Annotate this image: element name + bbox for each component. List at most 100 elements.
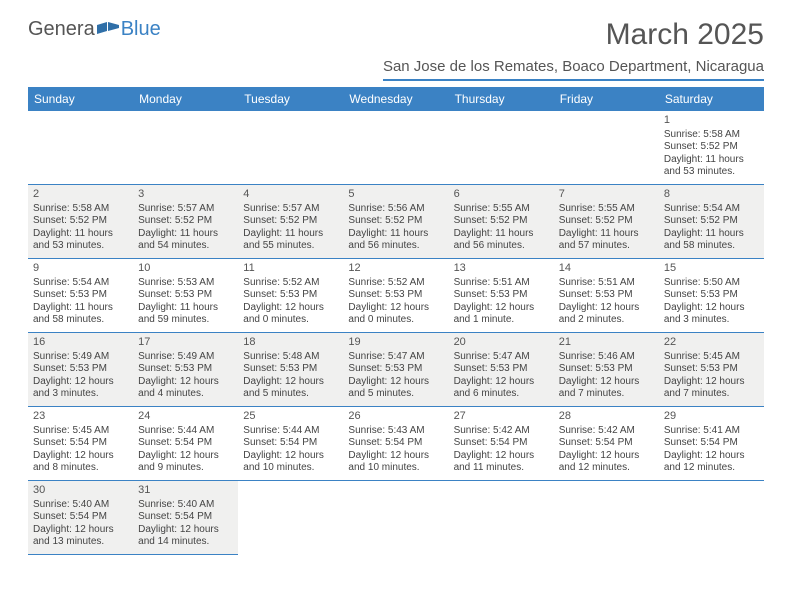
flag-icon xyxy=(97,22,119,36)
sunrise-text: Sunrise: 5:48 AM xyxy=(243,351,338,364)
sunrise-text: Sunrise: 5:44 AM xyxy=(243,425,338,438)
daylight-text: Daylight: 11 hours and 59 minutes. xyxy=(138,302,233,327)
sunset-text: Sunset: 5:53 PM xyxy=(664,289,759,302)
day-number: 19 xyxy=(348,336,443,350)
daylight-text: Daylight: 12 hours and 7 minutes. xyxy=(559,376,654,401)
day-number: 21 xyxy=(559,336,654,350)
daylight-text: Daylight: 11 hours and 53 minutes. xyxy=(664,154,759,179)
sunrise-text: Sunrise: 5:44 AM xyxy=(138,425,233,438)
calendar-cell: 22Sunrise: 5:45 AMSunset: 5:53 PMDayligh… xyxy=(659,333,764,407)
daylight-text: Daylight: 11 hours and 53 minutes. xyxy=(33,228,128,253)
logo: Genera Blue xyxy=(28,18,161,41)
sunset-text: Sunset: 5:53 PM xyxy=(559,289,654,302)
sunset-text: Sunset: 5:54 PM xyxy=(138,511,233,524)
calendar-cell: 18Sunrise: 5:48 AMSunset: 5:53 PMDayligh… xyxy=(238,333,343,407)
sunrise-text: Sunrise: 5:47 AM xyxy=(454,351,549,364)
sunset-text: Sunset: 5:52 PM xyxy=(243,215,338,228)
sunrise-text: Sunrise: 5:47 AM xyxy=(348,351,443,364)
weekday-header: Saturday xyxy=(659,87,764,111)
calendar-grid: 1Sunrise: 5:58 AMSunset: 5:52 PMDaylight… xyxy=(28,111,764,555)
daylight-text: Daylight: 12 hours and 1 minute. xyxy=(454,302,549,327)
day-number: 30 xyxy=(33,484,128,498)
day-number: 9 xyxy=(33,262,128,276)
sunset-text: Sunset: 5:54 PM xyxy=(664,437,759,450)
calendar-cell: 26Sunrise: 5:43 AMSunset: 5:54 PMDayligh… xyxy=(343,407,448,481)
sunset-text: Sunset: 5:52 PM xyxy=(454,215,549,228)
calendar-cell: 9Sunrise: 5:54 AMSunset: 5:53 PMDaylight… xyxy=(28,259,133,333)
sunrise-text: Sunrise: 5:42 AM xyxy=(559,425,654,438)
calendar-cell: 10Sunrise: 5:53 AMSunset: 5:53 PMDayligh… xyxy=(133,259,238,333)
calendar-cell: 24Sunrise: 5:44 AMSunset: 5:54 PMDayligh… xyxy=(133,407,238,481)
sunrise-text: Sunrise: 5:56 AM xyxy=(348,203,443,216)
sunrise-text: Sunrise: 5:58 AM xyxy=(33,203,128,216)
weekday-header: Friday xyxy=(554,87,659,111)
calendar-cell-empty xyxy=(449,111,554,185)
sunrise-text: Sunrise: 5:46 AM xyxy=(559,351,654,364)
sunset-text: Sunset: 5:52 PM xyxy=(348,215,443,228)
logo-text-2: Blue xyxy=(121,18,161,41)
sunset-text: Sunset: 5:54 PM xyxy=(348,437,443,450)
page-title: March 2025 xyxy=(383,18,764,52)
sunset-text: Sunset: 5:52 PM xyxy=(138,215,233,228)
daylight-text: Daylight: 11 hours and 56 minutes. xyxy=(348,228,443,253)
daylight-text: Daylight: 12 hours and 12 minutes. xyxy=(664,450,759,475)
weekday-header: Sunday xyxy=(28,87,133,111)
day-number: 20 xyxy=(454,336,549,350)
sunrise-text: Sunrise: 5:54 AM xyxy=(664,203,759,216)
sunset-text: Sunset: 5:53 PM xyxy=(664,363,759,376)
daylight-text: Daylight: 12 hours and 6 minutes. xyxy=(454,376,549,401)
sunset-text: Sunset: 5:52 PM xyxy=(559,215,654,228)
daylight-text: Daylight: 11 hours and 57 minutes. xyxy=(559,228,654,253)
day-number: 25 xyxy=(243,410,338,424)
sunset-text: Sunset: 5:52 PM xyxy=(664,141,759,154)
calendar-cell: 12Sunrise: 5:52 AMSunset: 5:53 PMDayligh… xyxy=(343,259,448,333)
daylight-text: Daylight: 12 hours and 3 minutes. xyxy=(33,376,128,401)
daylight-text: Daylight: 11 hours and 56 minutes. xyxy=(454,228,549,253)
calendar-cell: 15Sunrise: 5:50 AMSunset: 5:53 PMDayligh… xyxy=(659,259,764,333)
daylight-text: Daylight: 12 hours and 5 minutes. xyxy=(243,376,338,401)
sunrise-text: Sunrise: 5:41 AM xyxy=(664,425,759,438)
calendar-cell: 14Sunrise: 5:51 AMSunset: 5:53 PMDayligh… xyxy=(554,259,659,333)
calendar-cell: 3Sunrise: 5:57 AMSunset: 5:52 PMDaylight… xyxy=(133,185,238,259)
calendar-cell: 4Sunrise: 5:57 AMSunset: 5:52 PMDaylight… xyxy=(238,185,343,259)
calendar-cell: 13Sunrise: 5:51 AMSunset: 5:53 PMDayligh… xyxy=(449,259,554,333)
day-number: 18 xyxy=(243,336,338,350)
location-subtitle: San Jose de los Remates, Boaco Departmen… xyxy=(383,58,764,81)
daylight-text: Daylight: 11 hours and 58 minutes. xyxy=(33,302,128,327)
sunset-text: Sunset: 5:53 PM xyxy=(243,363,338,376)
day-number: 2 xyxy=(33,188,128,202)
daylight-text: Daylight: 12 hours and 4 minutes. xyxy=(138,376,233,401)
day-number: 4 xyxy=(243,188,338,202)
daylight-text: Daylight: 11 hours and 54 minutes. xyxy=(138,228,233,253)
sunrise-text: Sunrise: 5:42 AM xyxy=(454,425,549,438)
sunset-text: Sunset: 5:53 PM xyxy=(454,363,549,376)
day-number: 15 xyxy=(664,262,759,276)
daylight-text: Daylight: 12 hours and 9 minutes. xyxy=(138,450,233,475)
sunset-text: Sunset: 5:53 PM xyxy=(138,289,233,302)
sunset-text: Sunset: 5:54 PM xyxy=(243,437,338,450)
logo-text-1: Genera xyxy=(28,18,95,41)
sunset-text: Sunset: 5:54 PM xyxy=(559,437,654,450)
day-number: 28 xyxy=(559,410,654,424)
day-number: 1 xyxy=(664,114,759,128)
day-number: 13 xyxy=(454,262,549,276)
daylight-text: Daylight: 11 hours and 55 minutes. xyxy=(243,228,338,253)
sunset-text: Sunset: 5:54 PM xyxy=(138,437,233,450)
day-number: 17 xyxy=(138,336,233,350)
day-number: 10 xyxy=(138,262,233,276)
sunrise-text: Sunrise: 5:54 AM xyxy=(33,277,128,290)
daylight-text: Daylight: 12 hours and 10 minutes. xyxy=(243,450,338,475)
day-number: 12 xyxy=(348,262,443,276)
day-number: 7 xyxy=(559,188,654,202)
weekday-header: Thursday xyxy=(449,87,554,111)
sunrise-text: Sunrise: 5:58 AM xyxy=(664,129,759,142)
daylight-text: Daylight: 12 hours and 3 minutes. xyxy=(664,302,759,327)
sunrise-text: Sunrise: 5:45 AM xyxy=(33,425,128,438)
daylight-text: Daylight: 12 hours and 5 minutes. xyxy=(348,376,443,401)
day-number: 26 xyxy=(348,410,443,424)
sunrise-text: Sunrise: 5:55 AM xyxy=(454,203,549,216)
sunset-text: Sunset: 5:53 PM xyxy=(348,289,443,302)
sunset-text: Sunset: 5:52 PM xyxy=(664,215,759,228)
calendar-cell: 5Sunrise: 5:56 AMSunset: 5:52 PMDaylight… xyxy=(343,185,448,259)
day-number: 16 xyxy=(33,336,128,350)
